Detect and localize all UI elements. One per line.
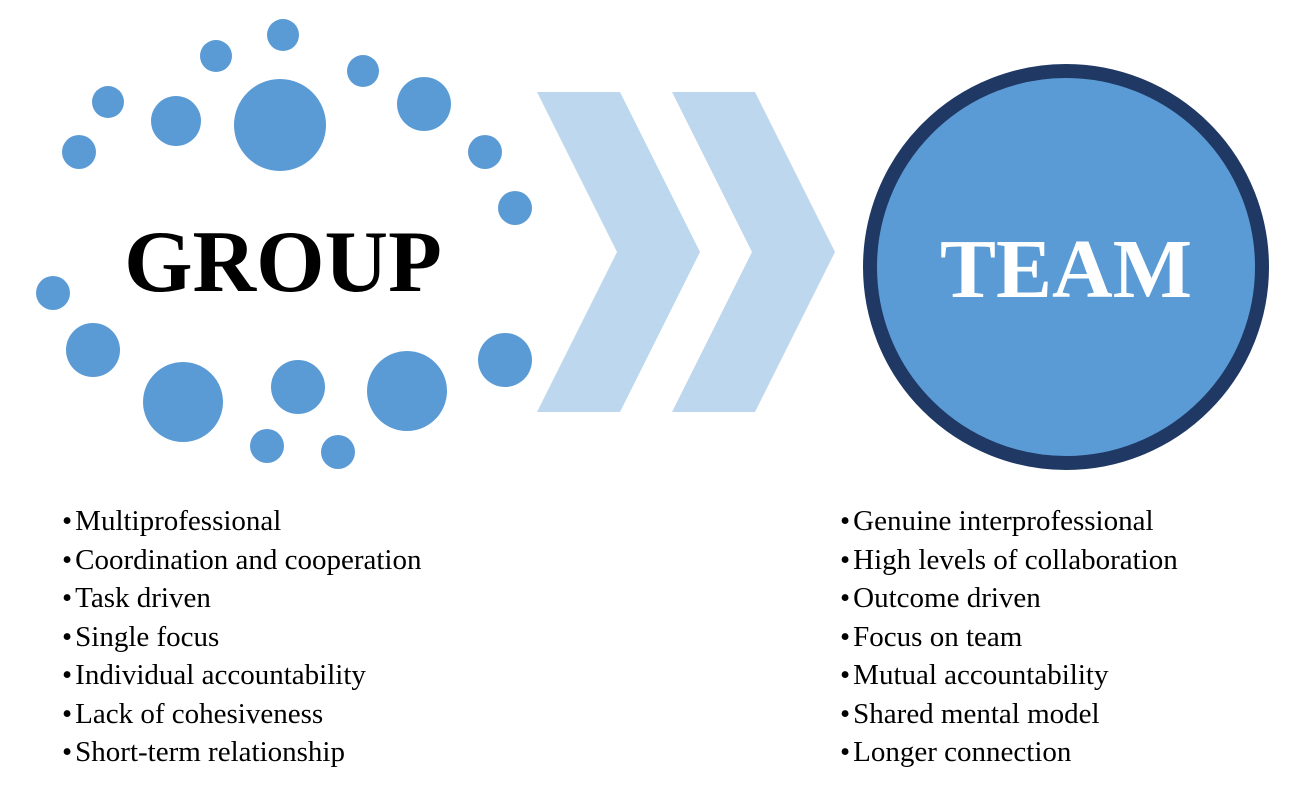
group-dot [271,360,325,414]
list-item: Single focus [62,618,421,657]
group-dot [92,86,124,118]
list-item: Short-term relationship [62,733,421,772]
list-item: Coordination and cooperation [62,541,421,580]
group-dot [234,79,326,171]
group-dot [267,19,299,51]
list-item: Outcome driven [840,579,1178,618]
group-dot [347,55,379,87]
list-item: Individual accountability [62,656,421,695]
list-item: Focus on team [840,618,1178,657]
group-title: GROUP [124,214,442,311]
group-dot [397,77,451,131]
team-characteristics-list: Genuine interprofessional High levels of… [840,502,1178,772]
list-item: Mutual accountability [840,656,1178,695]
list-item: Task driven [62,579,421,618]
chevron-arrows [537,92,835,412]
group-dot [468,135,502,169]
team-title: TEAM [940,223,1192,316]
list-item: Lack of cohesiveness [62,695,421,734]
group-dot [200,40,232,72]
group-dot [367,351,447,431]
group-dot [250,429,284,463]
group-dot [66,323,120,377]
group-dot [62,135,96,169]
group-dot [36,276,70,310]
group-dot [478,333,532,387]
group-dot [151,96,201,146]
group-dot [321,435,355,469]
chevron-arrow-1 [537,92,700,412]
group-dot [143,362,223,442]
list-item: Genuine interprofessional [840,502,1178,541]
list-item: Shared mental model [840,695,1178,734]
list-item: Multiprofessional [62,502,421,541]
group-characteristics-list: Multiprofessional Coordination and coope… [62,502,421,772]
list-item: Longer connection [840,733,1178,772]
group-dot [498,191,532,225]
list-item: High levels of collaboration [840,541,1178,580]
